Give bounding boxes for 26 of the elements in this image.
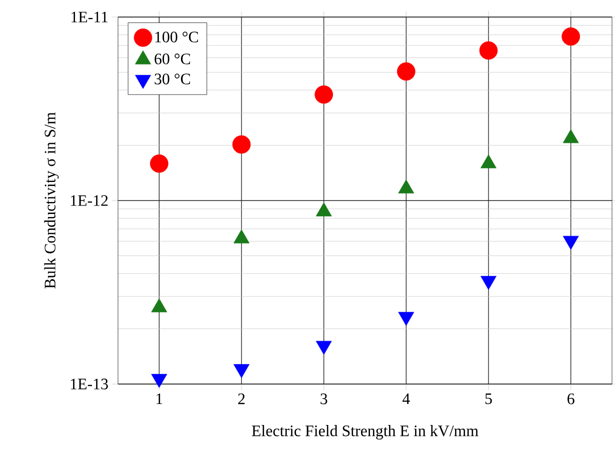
y-tick-label: 1E-11 <box>72 12 108 22</box>
y-tick-label: 1E-12 <box>70 195 108 206</box>
y-tick-label: 1E-13 <box>70 378 108 390</box>
x-tick-label: 1 <box>156 394 162 404</box>
x-tick-label: 6 <box>568 394 574 404</box>
point <box>562 27 580 46</box>
x-axis-title: Electric Field Strength E in kV/mm <box>252 425 478 440</box>
point <box>562 236 579 250</box>
legend-label: 100 °C <box>155 32 198 42</box>
legend-label: 60 °C <box>154 54 190 64</box>
point <box>398 312 414 326</box>
point <box>397 62 416 81</box>
x-tick-label: 3 <box>320 394 328 404</box>
point <box>232 135 251 154</box>
legend-label: 30 °C <box>154 74 190 84</box>
x-tick-label: 2 <box>238 394 245 404</box>
point <box>151 374 168 388</box>
y-axis-title: Bulk Conductivity σ in S/m <box>44 112 59 289</box>
x-tick-label: 5 <box>485 394 492 404</box>
point <box>480 276 496 290</box>
point <box>234 364 250 378</box>
point <box>314 85 333 104</box>
point <box>150 154 168 173</box>
x-tick-label: 4 <box>402 394 410 404</box>
point <box>479 41 498 60</box>
point <box>316 340 332 355</box>
